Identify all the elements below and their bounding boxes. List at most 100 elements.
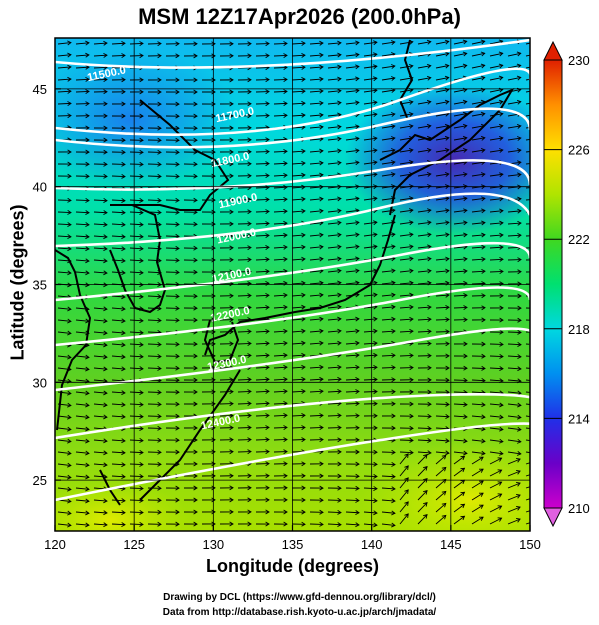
wind-vector [273, 414, 288, 417]
wind-vector [273, 222, 288, 225]
wind-vector-head [391, 304, 396, 310]
wind-vector-head [390, 40, 396, 45]
wind-vector-head [517, 232, 522, 238]
wind-vector [291, 126, 305, 129]
wind-vector-head [463, 377, 468, 383]
wind-vector-head [283, 425, 288, 430]
wind-vector-head [229, 425, 234, 431]
wind-vector-head [247, 473, 252, 479]
wind-vector [237, 403, 252, 405]
wind-vector-head [536, 294, 539, 298]
wind-vector-head [157, 497, 162, 503]
wind-vector-head [247, 497, 252, 503]
wind-vector-head [157, 41, 162, 47]
wind-vector-head [175, 209, 180, 215]
wind-vector-head [373, 401, 378, 407]
wind-vector-head [283, 101, 288, 106]
wind-vector [345, 378, 360, 381]
wind-vector-head [499, 281, 504, 287]
wind-vector [93, 415, 107, 418]
wind-vector-head [193, 53, 198, 59]
wind-vector-head [265, 113, 270, 119]
x-axis-ticks: 120 125 130 135 140 145 150 [44, 525, 541, 552]
wind-vector-head [229, 257, 234, 263]
wind-vector-head [175, 293, 180, 299]
wind-vector [489, 222, 503, 225]
wind-vector [417, 318, 432, 321]
wind-vector-head [67, 522, 72, 528]
wind-vector [435, 173, 449, 177]
wind-vector-head [426, 147, 432, 153]
wind-vector-head [355, 268, 360, 274]
wind-vector-head [175, 449, 180, 455]
wind-vector [453, 503, 465, 513]
wind-vector-head [283, 340, 288, 346]
wind-vector-head [265, 365, 270, 370]
wind-vector-head [301, 316, 306, 322]
wind-vector-head [67, 64, 72, 70]
wind-vector-head [301, 172, 306, 178]
wind-vector-head [211, 113, 216, 119]
wind-vector-head [355, 124, 360, 130]
wind-vector-head [481, 305, 486, 311]
wind-vector-head [499, 317, 504, 323]
wind-vector-head [535, 185, 539, 189]
wind-vector-head [409, 232, 414, 238]
wind-vector [147, 175, 162, 177]
wind-vector [489, 270, 504, 273]
wind-vector-head [193, 389, 198, 395]
wind-vector [525, 126, 530, 129]
wind-vector [75, 90, 90, 93]
wind-vector-head [337, 256, 342, 262]
wind-vector-head [391, 365, 396, 370]
wind-vector-head [497, 457, 503, 462]
wind-vector [489, 415, 503, 418]
wind-vector-head [67, 101, 72, 106]
wind-vector-head [193, 137, 198, 143]
wind-vector-head [423, 454, 428, 459]
wind-vector-head [499, 438, 504, 444]
wind-vector [273, 378, 288, 381]
wind-vector [417, 77, 431, 81]
wind-vector-head [139, 161, 144, 167]
wind-vector-head [139, 198, 144, 203]
wind-vectors [57, 39, 539, 528]
wind-vector [381, 294, 395, 297]
wind-vector-head [319, 521, 324, 527]
wind-vector-head [373, 160, 378, 166]
wind-vector [111, 235, 126, 238]
wind-vector-head [337, 364, 342, 370]
wind-vector [93, 379, 107, 382]
wind-vector [363, 233, 377, 237]
wind-vector-head [265, 497, 270, 503]
wind-vector [381, 53, 395, 57]
wind-vector [381, 89, 395, 93]
wind-vector-head [283, 364, 288, 370]
wind-vector-head [498, 148, 504, 153]
wind-vector-head [408, 184, 414, 189]
wind-vector [435, 65, 449, 69]
wind-vector-head [175, 425, 180, 431]
wind-vector-head [175, 245, 180, 251]
wind-vector-head [373, 352, 378, 358]
wind-vector-head [157, 473, 162, 479]
wind-vector-head [265, 328, 270, 334]
wind-vector-head [211, 473, 216, 479]
colorbar-tick-label: 210 [568, 501, 590, 516]
wind-vector-head [319, 148, 324, 154]
wind-vector [273, 186, 288, 189]
wind-vector-head [499, 366, 504, 372]
wind-vector [273, 234, 288, 237]
colorbar-min-arrow [543, 507, 563, 528]
wind-vector [57, 54, 71, 57]
wind-vector-head [517, 342, 522, 347]
contour-line [55, 192, 530, 248]
wind-vector [345, 403, 360, 405]
wind-vector-head [85, 258, 90, 264]
wind-vector-head [265, 340, 270, 346]
wind-vector [399, 451, 414, 454]
wind-vector-head [427, 232, 432, 238]
wind-vector [75, 199, 90, 202]
wind-vector-head [480, 172, 486, 178]
